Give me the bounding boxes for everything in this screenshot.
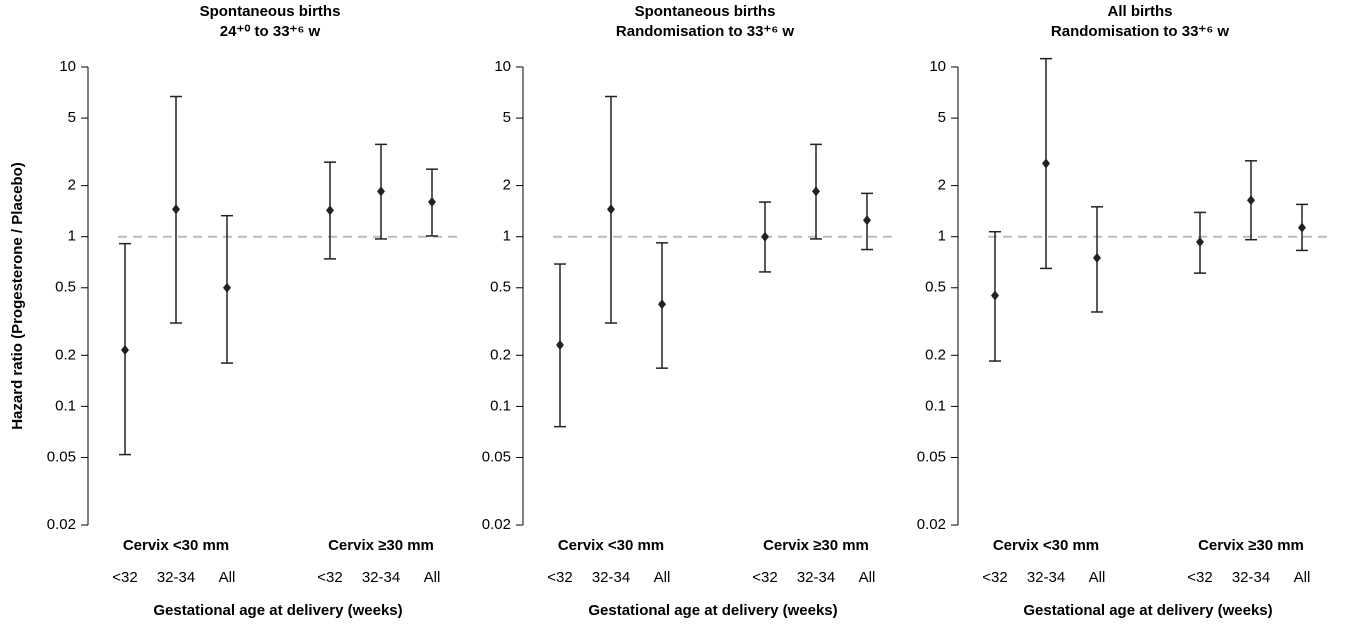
group-label: Cervix ≥30 mm xyxy=(763,537,869,554)
point-estimate xyxy=(172,204,180,215)
y-tick-label: 0.02 xyxy=(47,516,76,533)
y-tick-label: 0.1 xyxy=(925,397,946,414)
x-axis-label: Gestational age at delivery (weeks) xyxy=(1023,602,1272,619)
y-axis-label: Hazard ratio (Progesterone / Placebo) xyxy=(9,162,26,430)
y-tick-label: 2 xyxy=(938,177,946,194)
point-estimate xyxy=(428,197,436,208)
group-label: Cervix <30 mm xyxy=(993,537,1099,554)
x-tick-label: 32-34 xyxy=(592,569,630,586)
point-estimate xyxy=(1196,237,1204,248)
point-estimate xyxy=(1298,222,1306,233)
point-estimate xyxy=(1247,195,1255,206)
x-tick-label: <32 xyxy=(982,569,1007,586)
chart-subtitle: Randomisation to 33⁺⁶ w xyxy=(1051,23,1230,40)
y-tick-label: 0.05 xyxy=(47,448,76,465)
y-tick-label: 0.02 xyxy=(917,516,946,533)
y-tick-label: 0.1 xyxy=(55,397,76,414)
chart-title: Spontaneous births xyxy=(635,3,776,20)
chart-subtitle: 24⁺⁰ to 33⁺⁶ w xyxy=(220,23,321,40)
y-tick-label: 5 xyxy=(938,109,946,126)
x-tick-label: All xyxy=(424,569,441,586)
chart-title: All births xyxy=(1107,3,1172,20)
point-estimate xyxy=(761,231,769,242)
x-tick-label: All xyxy=(859,569,876,586)
x-axis-label: Gestational age at delivery (weeks) xyxy=(588,602,837,619)
y-tick-label: 2 xyxy=(68,177,76,194)
x-tick-label: <32 xyxy=(547,569,572,586)
x-tick-label: <32 xyxy=(317,569,342,586)
group-label: Cervix ≥30 mm xyxy=(328,537,434,554)
chart-subtitle: Randomisation to 33⁺⁶ w xyxy=(616,23,795,40)
x-tick-label: 32-34 xyxy=(157,569,195,586)
x-tick-label: 32-34 xyxy=(362,569,400,586)
group-label: Cervix <30 mm xyxy=(558,537,664,554)
point-estimate xyxy=(121,344,129,355)
y-tick-label: 5 xyxy=(503,109,511,126)
x-axis-label: Gestational age at delivery (weeks) xyxy=(153,602,402,619)
point-estimate xyxy=(658,299,666,310)
y-tick-label: 10 xyxy=(929,58,946,75)
y-tick-label: 0.5 xyxy=(925,279,946,296)
y-tick-label: 0.5 xyxy=(55,279,76,296)
point-estimate xyxy=(556,340,564,351)
y-tick-label: 0.05 xyxy=(482,448,511,465)
x-tick-label: All xyxy=(1089,569,1106,586)
group-label: Cervix <30 mm xyxy=(123,537,229,554)
group-label: Cervix ≥30 mm xyxy=(1198,537,1304,554)
y-tick-label: 0.02 xyxy=(482,516,511,533)
y-tick-label: 0.05 xyxy=(917,448,946,465)
point-estimate xyxy=(991,290,999,301)
x-tick-label: 32-34 xyxy=(1232,569,1270,586)
x-tick-label: 32-34 xyxy=(797,569,835,586)
y-tick-label: 0.1 xyxy=(490,397,511,414)
y-tick-label: 1 xyxy=(503,228,511,245)
y-tick-label: 2 xyxy=(503,177,511,194)
point-estimate xyxy=(607,204,615,215)
point-estimate xyxy=(326,205,334,216)
point-estimate xyxy=(1042,158,1050,169)
point-estimate xyxy=(1093,252,1101,263)
chart-title: Spontaneous births xyxy=(200,3,341,20)
x-tick-label: 32-34 xyxy=(1027,569,1065,586)
point-estimate xyxy=(377,186,385,197)
y-tick-label: 0.2 xyxy=(925,346,946,363)
x-tick-label: <32 xyxy=(1187,569,1212,586)
x-tick-label: All xyxy=(654,569,671,586)
y-tick-label: 0.5 xyxy=(490,279,511,296)
y-tick-label: 0.2 xyxy=(55,346,76,363)
y-tick-label: 1 xyxy=(938,228,946,245)
x-tick-label: All xyxy=(1294,569,1311,586)
y-tick-label: 10 xyxy=(494,58,511,75)
y-tick-label: 10 xyxy=(59,58,76,75)
x-tick-label: <32 xyxy=(752,569,777,586)
y-tick-label: 0.2 xyxy=(490,346,511,363)
point-estimate xyxy=(812,186,820,197)
x-tick-label: All xyxy=(219,569,236,586)
x-tick-label: <32 xyxy=(112,569,137,586)
point-estimate xyxy=(223,282,231,293)
point-estimate xyxy=(863,215,871,226)
y-tick-label: 5 xyxy=(68,109,76,126)
y-tick-label: 1 xyxy=(68,228,76,245)
